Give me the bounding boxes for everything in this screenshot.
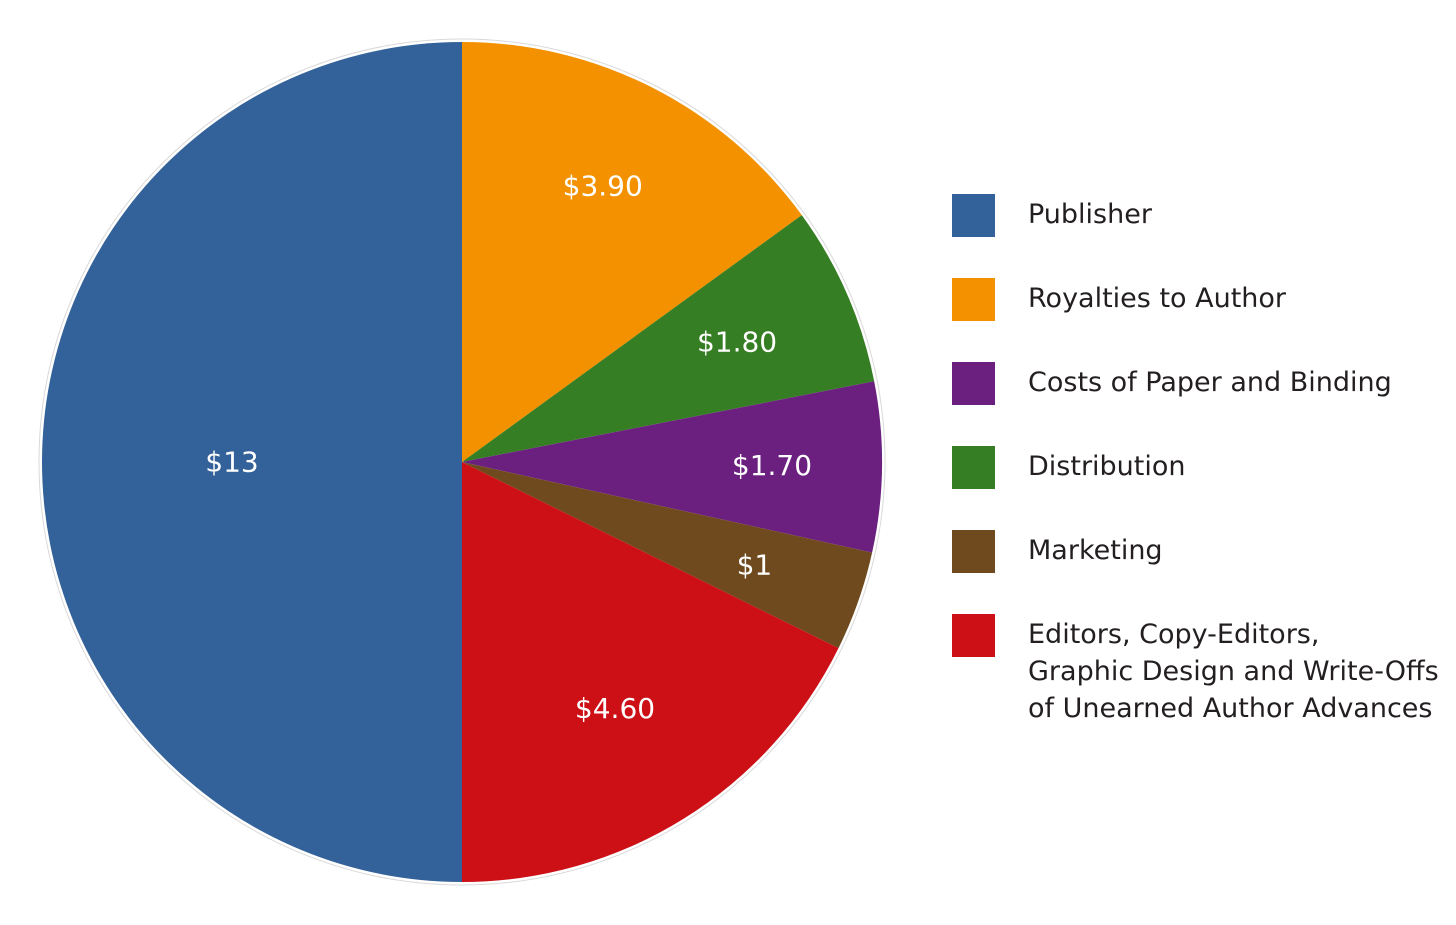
legend-label: Distribution xyxy=(1028,451,1186,482)
legend-swatch xyxy=(952,278,995,321)
data-label-distribution: $1.80 xyxy=(697,326,777,359)
legend-label: Marketing xyxy=(1028,535,1163,566)
data-label-marketing: $1 xyxy=(737,548,773,581)
data-label-editors-copy-editors-graphic-design-and-: $4.60 xyxy=(575,692,655,725)
legend-item-editors-copy-editors-graphic-design-and-: Editors, Copy-Editors, Graphic Design an… xyxy=(952,614,1452,724)
legend-label: Royalties to Author xyxy=(1028,283,1287,314)
data-label-costs-of-paper-and-binding: $1.70 xyxy=(732,449,812,482)
data-label-publisher: $13 xyxy=(205,446,258,479)
legend-label: Costs of Paper and Binding xyxy=(1028,367,1392,398)
legend-item-distribution: Distribution xyxy=(952,446,1452,530)
pie-slice-royalties-to-author xyxy=(462,42,802,462)
pie-data-labels: $3.90 $1.80 $1.70 $1 $4.60 $13 xyxy=(205,169,812,725)
legend-item-publisher: Publisher xyxy=(952,194,1452,278)
legend-item-royalties-to-author: Royalties to Author xyxy=(952,278,1452,362)
legend-swatch xyxy=(952,614,995,657)
pie-slices xyxy=(38,38,886,886)
chart-legend: Publisher Royalties to Author Costs of Pap… xyxy=(952,194,1452,724)
legend-swatch xyxy=(952,530,995,573)
legend-label: Publisher xyxy=(1028,199,1152,230)
pie-slice-marketing xyxy=(462,462,873,649)
legend-label: Editors, Copy-Editors, Graphic Design an… xyxy=(1028,619,1439,724)
legend-swatch xyxy=(952,194,995,237)
pie-slice-distribution xyxy=(462,215,875,462)
legend-item-marketing: Marketing xyxy=(952,530,1452,614)
pie-slice-publisher xyxy=(42,42,462,882)
legend-swatch xyxy=(952,362,995,405)
pie-slice-costs-of-paper-and-binding xyxy=(462,381,883,553)
data-label-royalties-to-author: $3.90 xyxy=(563,169,643,202)
legend-swatch xyxy=(952,446,995,489)
legend-item-costs-of-paper-and-binding: Costs of Paper and Binding xyxy=(952,362,1452,446)
pie-slice-editors-copy-editors-graphic-design-and- xyxy=(462,462,839,882)
